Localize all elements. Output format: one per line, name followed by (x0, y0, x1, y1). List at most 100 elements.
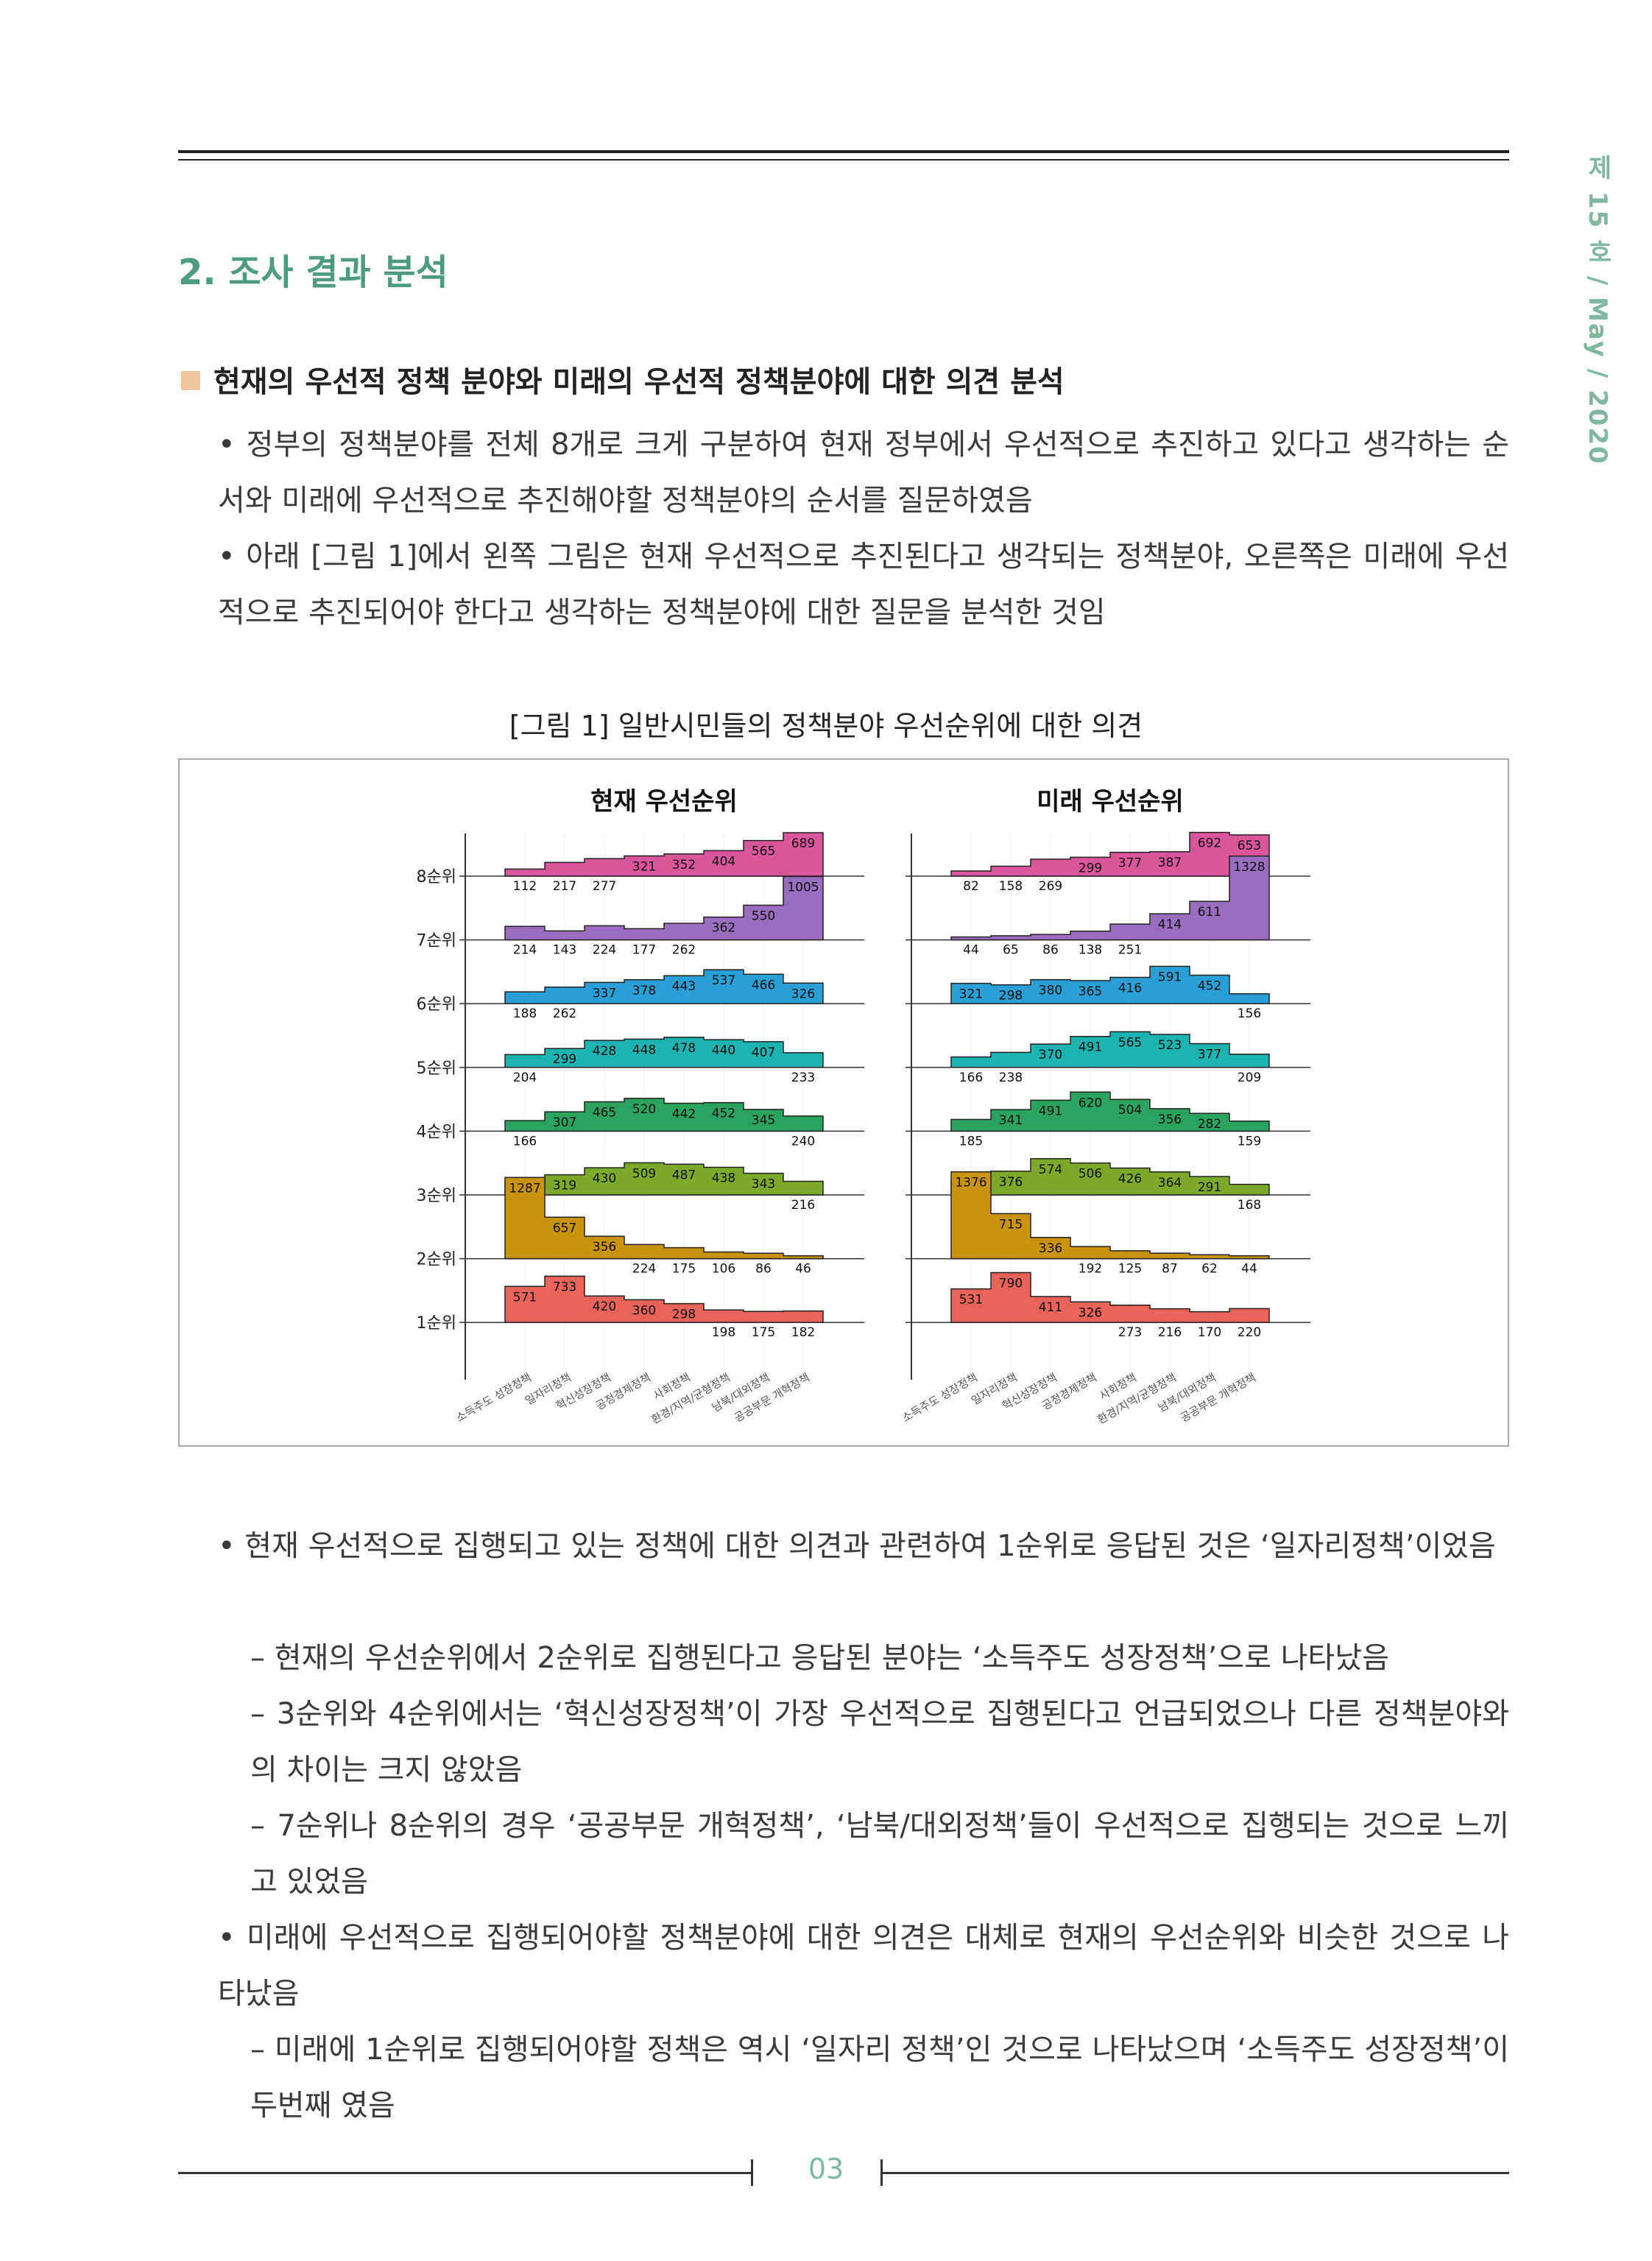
series-area-7 (950, 1271, 1270, 1323)
data-label: 591 (1158, 970, 1182, 985)
data-label: 360 (632, 1303, 656, 1318)
figure-caption: [그림 1] 일반시민들의 정책분야 우선순위에 대한 의견 (509, 710, 1143, 742)
data-label: 326 (1079, 1305, 1102, 1320)
data-label: 1376 (955, 1176, 986, 1191)
series-area-5 (950, 1158, 1270, 1196)
data-label: 125 (1118, 1262, 1142, 1277)
square-bullet-icon (181, 371, 200, 390)
data-label: 404 (712, 854, 735, 869)
data-label: 166 (959, 1070, 983, 1085)
data-label: 377 (1198, 1047, 1221, 1062)
analysis-item-1: • 현재 우선적으로 집행되고 있는 정책에 대한 의견과 관련하여 1순위로 … (218, 1529, 1496, 1563)
data-label: 273 (1118, 1325, 1142, 1340)
data-label: 204 (513, 1070, 537, 1085)
data-label: 233 (791, 1070, 815, 1085)
analysis-item-2: – 현재의 우선순위에서 2순위로 집행된다고 응답된 분야는 ‘소득주도 성장… (250, 1641, 1389, 1675)
data-label: 506 (1079, 1167, 1102, 1182)
data-label: 299 (1079, 861, 1102, 875)
data-label: 438 (712, 1171, 735, 1185)
data-label: 62 (1201, 1262, 1218, 1277)
priority-charts: 현재 우선순위 8순위 112 217 277 321 352 404 565 689 7순위 214… (417, 787, 1310, 1427)
chart-title-1: 미래 우선순위 (1037, 787, 1184, 816)
series-area-3 (504, 1037, 824, 1068)
data-label: 689 (791, 836, 815, 851)
data-label: 430 (593, 1171, 616, 1186)
data-label: 282 (1198, 1117, 1221, 1132)
data-label: 319 (553, 1179, 576, 1193)
footer-rule-left (178, 2172, 752, 2174)
data-label: 168 (1238, 1198, 1261, 1213)
data-label: 216 (791, 1198, 815, 1213)
data-label: 452 (1198, 978, 1221, 993)
data-label: 262 (672, 943, 696, 958)
data-label: 112 (513, 879, 537, 894)
data-label: 262 (553, 1006, 576, 1021)
data-label: 352 (672, 858, 696, 872)
data-label: 138 (1079, 943, 1102, 958)
data-label: 715 (999, 1217, 1023, 1232)
data-label: 65 (1003, 943, 1019, 958)
data-label: 653 (1238, 839, 1261, 853)
header-rule-thin (178, 159, 1509, 161)
data-label: 277 (593, 879, 616, 894)
data-label: 574 (1039, 1163, 1062, 1177)
header-rule-thick (178, 150, 1509, 153)
row-label: 8순위 (417, 868, 456, 886)
row-label: 5순위 (417, 1059, 456, 1078)
data-label: 326 (791, 987, 815, 1001)
data-label: 251 (1118, 943, 1142, 958)
series-area-3 (950, 1031, 1270, 1068)
data-label: 523 (1158, 1038, 1182, 1053)
data-label: 185 (959, 1134, 983, 1149)
data-label: 345 (752, 1113, 775, 1128)
data-label: 465 (593, 1106, 616, 1121)
data-label: 298 (999, 989, 1023, 1003)
data-label: 491 (1039, 1104, 1062, 1118)
row-label: 2순위 (417, 1251, 456, 1269)
intro-bullet-2: • 아래 [그림 1]에서 왼쪽 그림은 현재 우선적으로 추진된다고 생각되는… (218, 540, 1509, 629)
data-label: 106 (712, 1262, 735, 1277)
data-label: 291 (1198, 1180, 1221, 1195)
data-label: 442 (672, 1107, 696, 1122)
data-label: 692 (1198, 836, 1221, 851)
data-label: 175 (672, 1262, 696, 1277)
data-label: 362 (712, 921, 735, 936)
data-label: 1328 (1233, 860, 1265, 875)
data-label: 452 (712, 1107, 735, 1121)
data-label: 224 (632, 1262, 656, 1277)
data-label: 407 (752, 1045, 775, 1060)
data-label: 44 (1241, 1262, 1257, 1277)
data-label: 611 (1198, 905, 1221, 920)
footer-tick-left (751, 2159, 753, 2186)
series-area-1 (504, 875, 824, 941)
data-label: 537 (712, 973, 735, 988)
data-label: 733 (553, 1280, 576, 1294)
data-label: 87 (1162, 1262, 1178, 1277)
chart-title-0: 현재 우선순위 (590, 787, 738, 816)
data-label: 550 (752, 909, 775, 923)
data-label: 414 (1158, 917, 1182, 932)
data-label: 321 (632, 859, 656, 874)
sub-heading-text: 현재의 우선적 정책 분야와 미래의 우선적 정책분야에 대한 의견 분석 (213, 365, 1065, 399)
figure-frame: 현재 우선순위 8순위 112 217 277 321 352 404 565 689 7순위 214… (178, 758, 1509, 1447)
series-area-4 (950, 1091, 1270, 1132)
analysis-item-3: – 3순위와 4순위에서는 ‘혁신성장정책’이 가장 우선적으로 집행된다고 언… (250, 1697, 1509, 1787)
data-label: 337 (593, 986, 616, 1001)
data-label: 565 (1118, 1035, 1142, 1050)
data-label: 356 (1158, 1112, 1182, 1127)
data-label: 365 (1079, 984, 1102, 999)
data-label: 356 (593, 1240, 616, 1255)
data-label: 377 (1118, 856, 1142, 871)
data-label: 238 (999, 1070, 1023, 1085)
data-label: 86 (755, 1262, 772, 1277)
data-label: 520 (632, 1102, 656, 1117)
data-label: 1005 (787, 880, 819, 895)
data-label: 240 (791, 1134, 815, 1149)
data-label: 487 (672, 1168, 696, 1182)
series-area-7 (504, 1275, 824, 1323)
data-label: 440 (712, 1043, 735, 1058)
data-label: 531 (959, 1293, 983, 1308)
analysis-item-4: – 7순위나 8순위의 경우 ‘공공부문 개혁정책’, ‘남북/대외정책’들이 … (250, 1809, 1509, 1899)
data-label: 426 (1118, 1171, 1142, 1186)
data-label: 86 (1042, 943, 1059, 958)
